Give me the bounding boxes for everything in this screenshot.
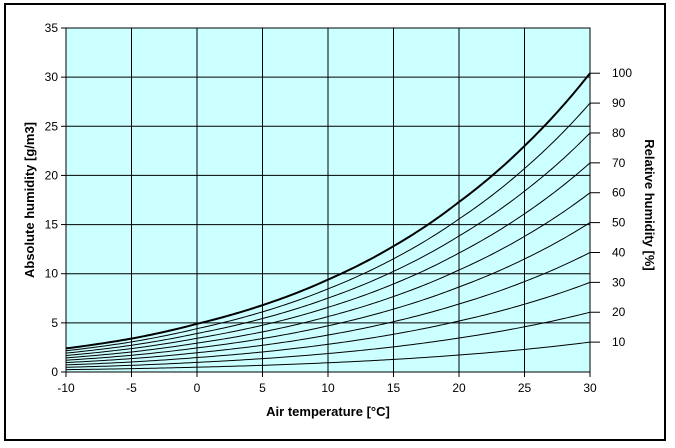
rh-curve-90	[65, 102, 591, 352]
x-tick-label: 10	[321, 381, 335, 395]
y-tick-label: 15	[45, 218, 59, 232]
y-tick-label: 0	[51, 365, 58, 379]
x-tick-label: 15	[387, 381, 401, 395]
x-tick-label: -10	[57, 381, 75, 395]
y-tick-label: 20	[45, 168, 59, 182]
y-axis-title: Absolute humidity [g/m3]	[22, 122, 37, 278]
x-tick-label: 0	[194, 381, 201, 395]
x-tick-label: 25	[518, 381, 532, 395]
x-tick-label: 5	[259, 381, 266, 395]
rh-series-label: 60	[612, 186, 626, 200]
rh-curve-100	[65, 72, 591, 350]
rh-series-label: 80	[612, 126, 626, 140]
y-tick-label: 5	[51, 316, 58, 330]
rh-curve-20	[65, 311, 591, 368]
x-tick-label: 30	[583, 381, 597, 395]
rh-curve-50	[65, 222, 591, 361]
rh-curve-10	[65, 341, 591, 371]
rh-series-label: 50	[612, 216, 626, 230]
series-lines	[65, 72, 591, 371]
gridlines	[65, 27, 591, 373]
y2-axis-title: Relative humidity [%]	[642, 139, 657, 270]
rh-curve-30	[65, 281, 591, 366]
y-tick-label: 25	[45, 119, 59, 133]
x-tick-label: -5	[126, 381, 137, 395]
rh-series-label: 90	[612, 96, 626, 110]
rh-series-label: 10	[612, 335, 626, 349]
rh-series-label: 40	[612, 245, 626, 259]
rh-series-label: 100	[612, 66, 632, 80]
rh-series-label: 70	[612, 156, 626, 170]
rh-curve-60	[65, 192, 591, 359]
y-tick-label: 10	[45, 267, 59, 281]
rh-curve-40	[65, 252, 591, 364]
rh-curve-70	[65, 162, 591, 356]
tick-labels: -10 -5 0 5 10 15 20 25 30 0 5 10 15 20 25 30 35 100 90 80 70…	[45, 21, 633, 395]
y-tick-label: 35	[45, 21, 59, 35]
rh-series-label: 20	[612, 305, 626, 319]
x-tick-label: 20	[452, 381, 466, 395]
x-axis-title: Air temperature [°C]	[266, 404, 390, 419]
rh-series-label: 30	[612, 275, 626, 289]
rh-curve-80	[65, 132, 591, 354]
y-tick-label: 30	[45, 70, 59, 84]
